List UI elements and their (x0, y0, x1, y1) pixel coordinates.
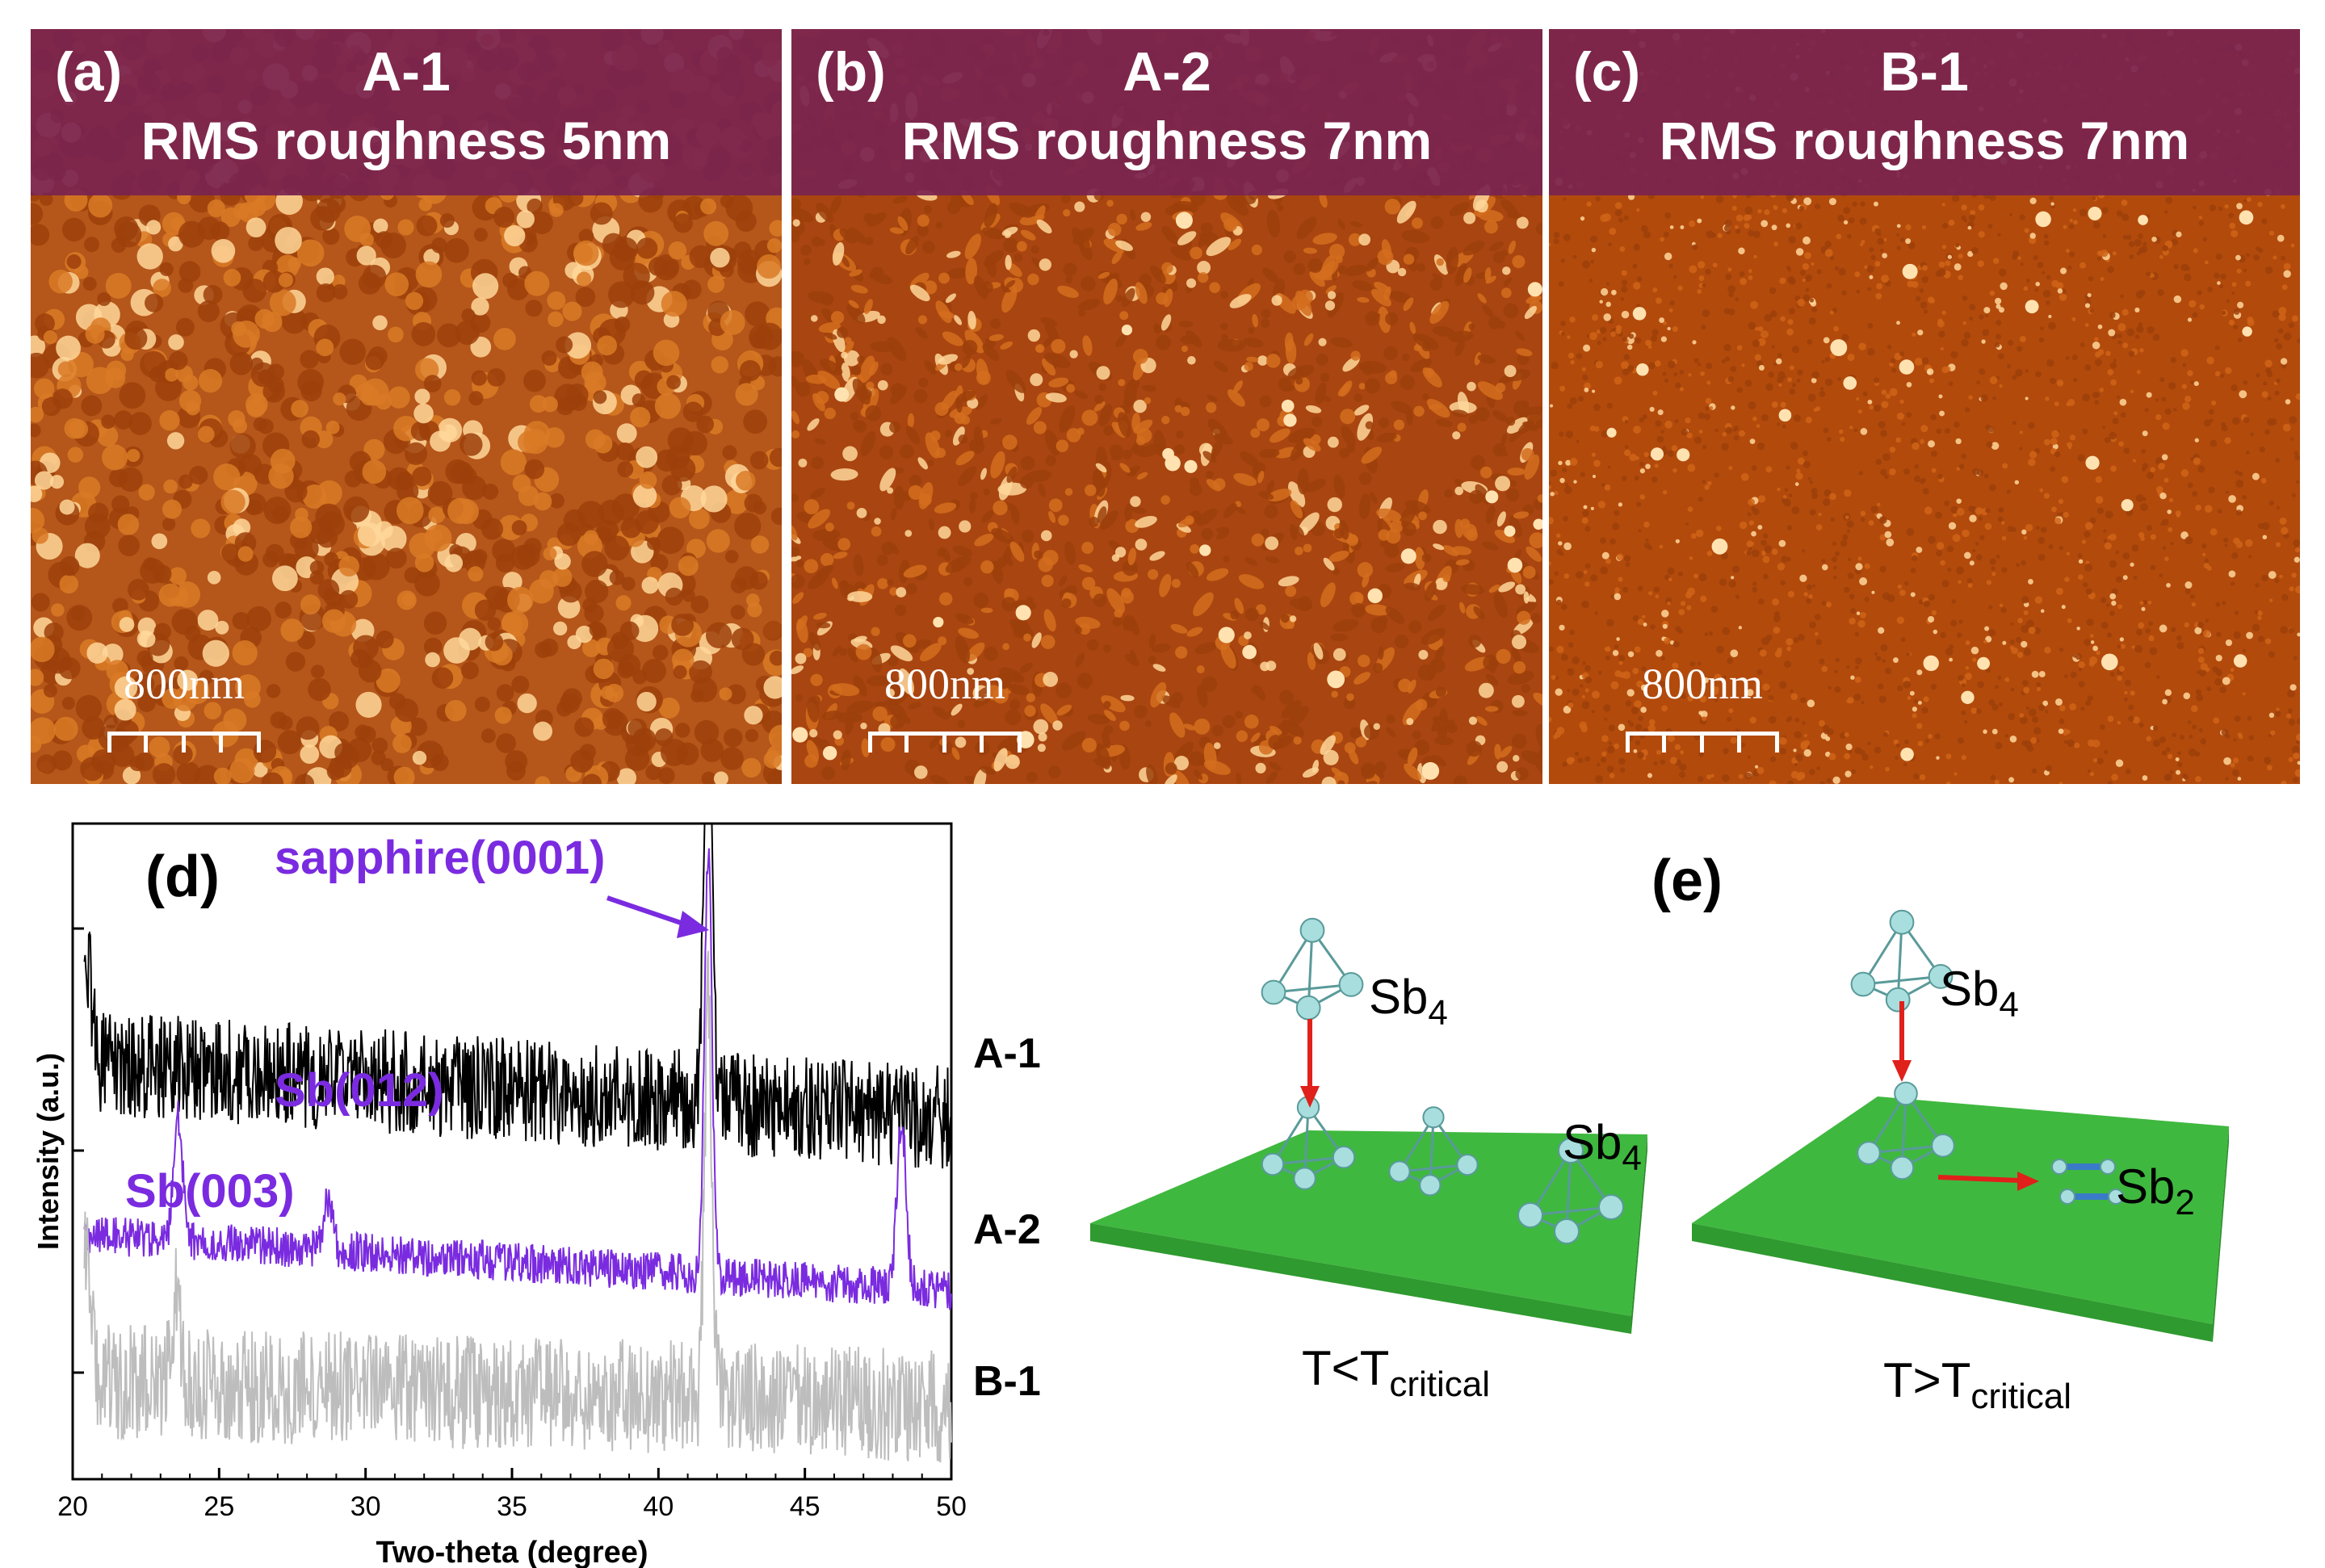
rms-roughness-c: RMS roughness 7nm (1659, 111, 2190, 170)
molecule-label-side-right: Sb2 (2116, 1159, 2195, 1222)
sample-name-a: A-1 (362, 41, 451, 103)
sb4-molecule-incoming-right (1850, 909, 1954, 1012)
panel-label-a: (a) (55, 41, 123, 103)
dissociation-arrow (1937, 1175, 2020, 1183)
sb4-molecule-incoming-left (1261, 917, 1364, 1021)
substrate-left-side (1631, 1134, 1647, 1334)
rms-roughness-a: RMS roughness 5nm (141, 111, 672, 170)
series-label-a2: A-2 (973, 1206, 1041, 1253)
scale-bar-a: 800nm (107, 659, 261, 753)
x-tick-label: 25 (204, 1491, 234, 1522)
rms-roughness-b: RMS roughness 7nm (901, 111, 1433, 170)
annotation-sb003: Sb(003) (125, 1165, 295, 1218)
xrd-chart: 20 25 30 35 40 45 50 (d) sapphire(0001) Sb(012… (31, 822, 1041, 1568)
x-tick-label: 30 (350, 1491, 381, 1522)
header-band (31, 29, 782, 195)
afm-panel-b: (b) A-2 RMS roughness 7nm 800nm (791, 29, 1542, 784)
growth-schematic: (e) Sb4 Sb4 T<Tcritical Sb4 Sb2 T>Tcriti… (1090, 849, 2229, 1416)
x-tick-label: 35 (497, 1491, 527, 1522)
deposition-arrowhead-right (1892, 1060, 1912, 1082)
scale-bar-c: 800nm (1626, 659, 1779, 753)
panel-label-e: (e) (1651, 849, 1723, 913)
scale-label-c: 800nm (1641, 660, 1763, 708)
sb4-molecule-adsorbed-2 (1388, 1106, 1479, 1197)
molecule-label-side-left: Sb4 (1563, 1115, 1642, 1178)
substrate-left-edge (1090, 1223, 1631, 1334)
y-axis-label: Intensity (a.u.) (31, 1053, 65, 1250)
panel-label-c: (c) (1573, 41, 1641, 103)
x-axis-label: Two-theta (degree) (376, 1536, 648, 1568)
sample-name-c: B-1 (1880, 41, 1969, 103)
dissociation-arrowhead (2017, 1172, 2039, 1191)
substrate-right-edge (1692, 1223, 2213, 1342)
annotation-arrow (606, 895, 694, 929)
annotation-sapphire: sapphire(0001) (275, 832, 605, 884)
scale-bar-b: 800nm (868, 659, 1022, 753)
xrd-series-a-1 (83, 823, 952, 1169)
panel-label-b: (b) (816, 41, 886, 103)
afm-panel-c: (c) B-1 RMS roughness 7nm 800nm (1549, 29, 2300, 784)
xrd-series-b-1 (83, 950, 952, 1463)
scale-label-a: 800nm (123, 660, 245, 708)
x-tick-label: 45 (790, 1491, 820, 1522)
condition-right: T>Tcritical (1883, 1353, 2071, 1416)
x-tick-label: 20 (57, 1491, 88, 1522)
panel-label-d: (d) (145, 845, 220, 909)
series-label-a1: A-1 (973, 1030, 1041, 1077)
xrd-series-a-2 (83, 848, 952, 1310)
substrate-right-side (2213, 1126, 2229, 1342)
header-band (791, 29, 1542, 195)
sb4-molecule-adsorbed-3 (1517, 1138, 1624, 1244)
sb2-dimer-2 (2059, 1189, 2124, 1205)
scale-label-b: 800nm (883, 660, 1005, 708)
afm-panel-a: (a) A-1 RMS roughness 5nm 800nm (31, 29, 782, 784)
series-label-b1: B-1 (973, 1358, 1041, 1405)
sample-name-b: A-2 (1123, 41, 1211, 103)
x-tick-label: 50 (936, 1491, 967, 1522)
sb2-dimer-1 (2051, 1159, 2116, 1175)
molecule-label-top-right: Sb4 (1940, 962, 2019, 1025)
sb4-molecule-adsorbed-right (1857, 1081, 1955, 1180)
sb4-molecule-adsorbed-1 (1261, 1096, 1356, 1190)
substrate-right (1692, 1096, 2229, 1324)
annotation-sb012: Sb(012) (275, 1064, 444, 1117)
condition-left: T<Tcritical (1302, 1341, 1490, 1404)
molecule-label-top-left: Sb4 (1369, 970, 1448, 1033)
deposition-arrowhead-left (1300, 1086, 1320, 1108)
x-tick-label: 40 (643, 1491, 674, 1522)
annotation-arrowhead (677, 911, 709, 938)
substrate-left (1090, 1130, 1647, 1316)
header-band (1549, 29, 2300, 195)
